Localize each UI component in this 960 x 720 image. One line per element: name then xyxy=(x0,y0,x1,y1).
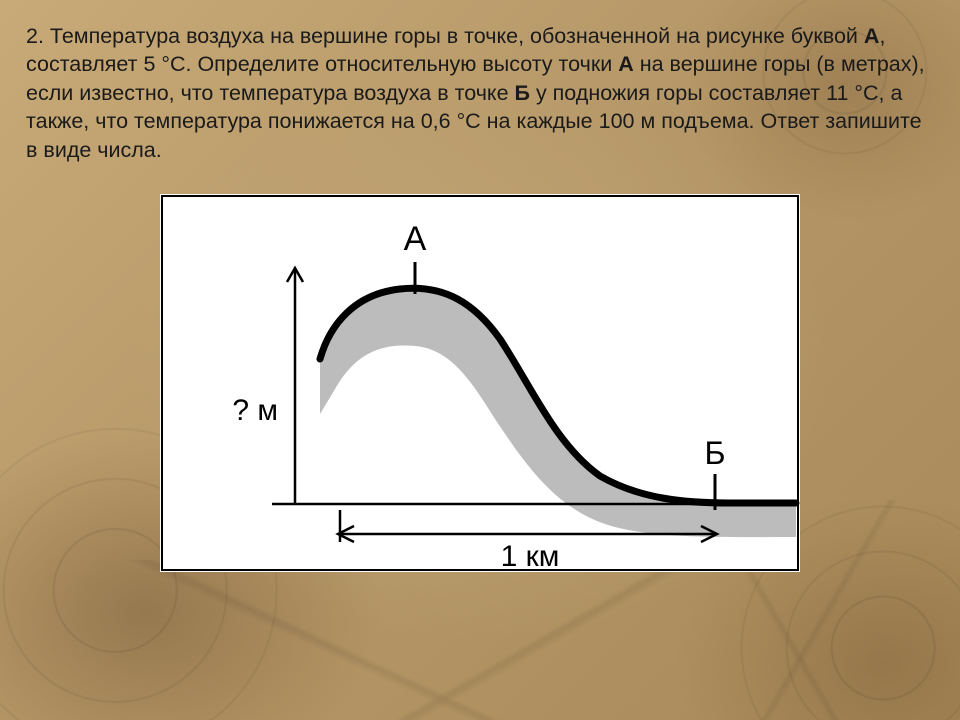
label-a: А xyxy=(404,220,427,258)
label-height: ? м xyxy=(232,394,278,427)
problem-number: 2. xyxy=(26,24,44,48)
figure-container: А Б ? м 1 км xyxy=(160,194,800,572)
bold-A-1: А xyxy=(864,24,880,48)
problem-text: 2. Температура воздуха на вершине горы в… xyxy=(26,22,934,164)
label-b: Б xyxy=(705,435,726,471)
mountain-diagram: А Б ? м 1 км xyxy=(160,194,800,572)
label-distance: 1 км xyxy=(501,540,560,572)
bold-B: Б xyxy=(515,81,530,105)
text-seg-1: Температура воздуха на вершине горы в то… xyxy=(44,24,864,48)
bold-A-2: А xyxy=(618,52,634,76)
slide-content: 2. Температура воздуха на вершине горы в… xyxy=(0,0,960,572)
